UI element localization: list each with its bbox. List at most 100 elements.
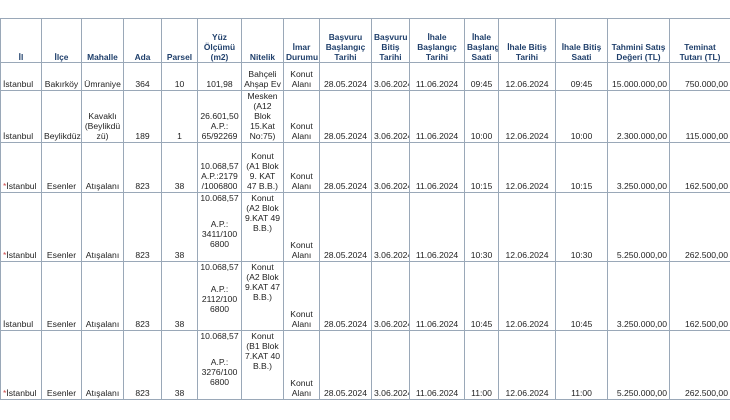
cell-ada: 189 — [123, 90, 162, 143]
cell-mahalle: Atışalanı — [81, 192, 124, 262]
cell-basvuru-bitis: 3.06.2024 — [371, 330, 410, 400]
cell-ada: 823 — [123, 330, 162, 400]
cell-ilce: Esenler — [41, 192, 82, 262]
cell-nitelik: Konut (A1 Blok 9. KAT 47 B.B.) — [241, 142, 284, 193]
yuz-olcumu-share: A.P.: 3276/100 6800 — [201, 357, 238, 387]
header-ihale-bitis-saati: İhale Bitiş Saati — [555, 18, 608, 63]
cell-ihale-bitis-tarihi: 12.06.2024 — [498, 330, 556, 400]
auction-table: İl İlçe Mahalle Ada Parsel Yüz Ölçümü (m… — [0, 18, 730, 400]
cell-teminat: 162.500,00 — [669, 261, 730, 331]
cell-ihale-baslangic-saati: 10:15 — [464, 142, 499, 193]
cell-basvuru-baslangic: 28.05.2024 — [319, 142, 372, 193]
cell-ihale-baslangic-saati: 09:45 — [464, 62, 499, 91]
cell-yuz-olcumu: 10.068,57 A.P.:2179 /1006800 — [197, 142, 242, 193]
cell-ihale-baslangic-saati: 10:30 — [464, 192, 499, 262]
cell-ihale-bitis-saati: 10:15 — [555, 142, 608, 193]
yuz-olcumu-area: 10.068,57 — [200, 262, 239, 273]
cell-parsel: 38 — [161, 261, 198, 331]
table-row: İstanbul Bakırköy Ümraniye 364 10 101,98… — [0, 62, 730, 91]
cell-basvuru-baslangic: 28.05.2024 — [319, 261, 372, 331]
header-ada: Ada — [123, 18, 162, 63]
table-row: *İstanbul Esenler Atışalanı 823 38 10.06… — [0, 142, 730, 193]
cell-basvuru-bitis: 3.06.2024 — [371, 90, 410, 143]
yuz-olcumu-area: 10.068,57 — [200, 193, 239, 204]
table-row: İstanbul Esenler Atışalanı 823 38 10.068… — [0, 261, 730, 331]
cell-ilce: Beylikdüzü — [41, 90, 82, 143]
cell-yuz-olcumu: 10.068,57 A.P.: 2112/100 6800 — [197, 261, 242, 331]
cell-il: *İstanbul — [0, 142, 42, 193]
cell-teminat: 750.000,00 — [669, 62, 730, 91]
cell-ihale-bitis-tarihi: 12.06.2024 — [498, 62, 556, 91]
cell-mahalle: Atışalanı — [81, 330, 124, 400]
cell-basvuru-baslangic: 28.05.2024 — [319, 330, 372, 400]
cell-ihale-bitis-tarihi: 12.06.2024 — [498, 192, 556, 262]
cell-basvuru-bitis: 3.06.2024 — [371, 192, 410, 262]
cell-ihale-bitis-saati: 09:45 — [555, 62, 608, 91]
yuz-olcumu-share: A.P.: 2112/100 6800 — [201, 284, 238, 314]
cell-basvuru-baslangic: 28.05.2024 — [319, 62, 372, 91]
header-yuz-olcumu: Yüz Ölçümü (m2) — [197, 18, 242, 63]
cell-ihale-baslangic-tarihi: 11.06.2024 — [409, 330, 465, 400]
cell-il: *İstanbul — [0, 192, 42, 262]
cell-basvuru-bitis: 3.06.2024 — [371, 142, 410, 193]
cell-teminat: 162.500,00 — [669, 142, 730, 193]
cell-ihale-baslangic-tarihi: 11.06.2024 — [409, 192, 465, 262]
cell-ihale-bitis-saati: 10:00 — [555, 90, 608, 143]
cell-ihale-baslangic-tarihi: 11.06.2024 — [409, 62, 465, 91]
cell-basvuru-bitis: 3.06.2024 — [371, 261, 410, 331]
cell-nitelik: Mesken (A12 Blok 15.Kat No:75) — [241, 90, 284, 143]
cell-ada: 823 — [123, 142, 162, 193]
header-row: İl İlçe Mahalle Ada Parsel Yüz Ölçümü (m… — [0, 18, 730, 63]
cell-tahmini-satis: 2.300.000,00 — [607, 90, 670, 143]
cell-parsel: 38 — [161, 192, 198, 262]
header-il: İl — [0, 18, 42, 63]
cell-ihale-baslangic-tarihi: 11.06.2024 — [409, 142, 465, 193]
header-imar-durumu: İmar Durumu — [283, 18, 320, 63]
cell-il: İstanbul — [0, 261, 42, 331]
cell-tahmini-satis: 5.250.000,00 — [607, 192, 670, 262]
cell-basvuru-baslangic: 28.05.2024 — [319, 90, 372, 143]
cell-nitelik: Konut (B1 Blok 7.KAT 40 B.B.) — [241, 330, 284, 400]
cell-teminat: 262.500,00 — [669, 192, 730, 262]
auction-table-container: İl İlçe Mahalle Ada Parsel Yüz Ölçümü (m… — [0, 18, 730, 400]
cell-parsel: 10 — [161, 62, 198, 91]
cell-teminat: 262.500,00 — [669, 330, 730, 400]
cell-ihale-baslangic-tarihi: 11.06.2024 — [409, 90, 465, 143]
yuz-olcumu-area: 10.068,57 — [200, 331, 239, 342]
cell-parsel: 38 — [161, 142, 198, 193]
header-ihale-baslangic-saati: İhale Başlangıç Saati — [464, 18, 499, 63]
cell-yuz-olcumu: 10.068,57 A.P.: 3411/100 6800 — [197, 192, 242, 262]
cell-tahmini-satis: 15.000.000,00 — [607, 62, 670, 91]
cell-nitelik: Konut (A2 Blok 9.KAT 47 B.B.) — [241, 261, 284, 331]
header-ihale-baslangic-tarihi: İhale Başlangıç Tarihi — [409, 18, 465, 63]
cell-il: İstanbul — [0, 62, 42, 91]
cell-ihale-baslangic-saati: 10:00 — [464, 90, 499, 143]
cell-imar: Konut Alanı — [283, 62, 320, 91]
cell-mahalle: Atışalanı — [81, 261, 124, 331]
cell-ihale-bitis-saati: 10:30 — [555, 192, 608, 262]
cell-ihale-bitis-tarihi: 12.06.2024 — [498, 142, 556, 193]
cell-teminat: 115.000,00 — [669, 90, 730, 143]
cell-ada: 823 — [123, 261, 162, 331]
cell-ihale-bitis-tarihi: 12.06.2024 — [498, 261, 556, 331]
cell-ada: 823 — [123, 192, 162, 262]
cell-imar: Konut Alanı — [283, 330, 320, 400]
cell-il: *İstanbul — [0, 330, 42, 400]
cell-ihale-bitis-saati: 11:00 — [555, 330, 608, 400]
cell-imar: Konut Alanı — [283, 192, 320, 262]
cell-parsel: 38 — [161, 330, 198, 400]
cell-imar: Konut Alanı — [283, 142, 320, 193]
cell-ihale-baslangic-saati: 11:00 — [464, 330, 499, 400]
cell-ilce: Bakırköy — [41, 62, 82, 91]
cell-parsel: 1 — [161, 90, 198, 143]
cell-imar: Konut Alanı — [283, 261, 320, 331]
cell-imar: Konut Alanı — [283, 90, 320, 143]
header-ihale-bitis-tarihi: İhale Bitiş Tarihi — [498, 18, 556, 63]
cell-mahalle: Ümraniye — [81, 62, 124, 91]
cell-mahalle: Kavaklı (Beylikdü zü) — [81, 90, 124, 143]
cell-mahalle: Atışalanı — [81, 142, 124, 193]
cell-basvuru-bitis: 3.06.2024 — [371, 62, 410, 91]
cell-ihale-bitis-tarihi: 12.06.2024 — [498, 90, 556, 143]
table-row: *İstanbul Esenler Atışalanı 823 38 10.06… — [0, 192, 730, 262]
header-basvuru-baslangic: Başvuru Başlangıç Tarihi — [319, 18, 372, 63]
